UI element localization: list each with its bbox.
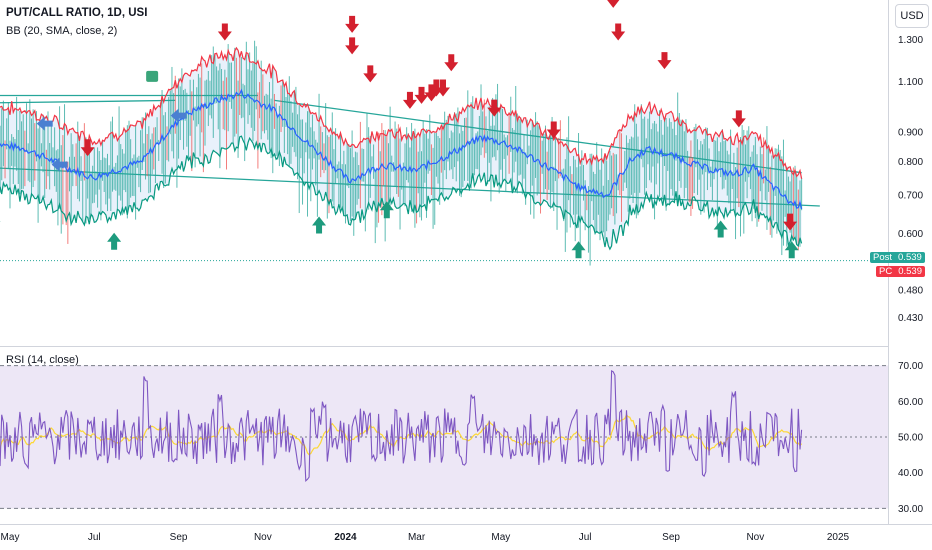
rsi-tick-label: 50.00	[898, 433, 923, 444]
sell-arrow-icon	[363, 65, 378, 83]
pc-badge-value: 0.539	[895, 265, 925, 277]
price-tick-label: 0.600	[898, 229, 923, 240]
trendline	[0, 99, 176, 104]
currency-button[interactable]: USD	[895, 4, 929, 28]
bb-upper-line	[0, 46, 803, 179]
time-tick-label: Nov	[254, 532, 272, 543]
price-bars	[0, 40, 803, 266]
price-tick-label: 1.300	[898, 35, 923, 46]
bb-basis-line	[0, 88, 803, 210]
rsi-tick-label: 40.00	[898, 468, 923, 479]
sell-arrow-icon	[607, 0, 620, 8]
left-arrow-icon	[170, 108, 187, 123]
time-tick-label: 2024	[334, 532, 357, 543]
price-tick-label: 1.100	[898, 77, 923, 88]
time-tick-label: Mar	[408, 532, 426, 543]
time-tick-label: Nov	[746, 532, 764, 543]
sell-arrow-icon	[546, 121, 561, 139]
bb-lower-line	[0, 135, 803, 251]
buy-arrow-icon	[107, 232, 122, 250]
time-tick-label: May	[491, 532, 510, 543]
rsi-indicator-label[interactable]: RSI (14, close)	[6, 354, 79, 366]
bollinger-lines	[0, 46, 803, 251]
time-tick-label: Jul	[88, 532, 101, 543]
post-price-badge: Post 0.539	[870, 251, 925, 263]
buy-arrow-icon	[784, 241, 799, 259]
time-tick-label: Sep	[170, 532, 188, 543]
time-tick-label: 2025	[827, 532, 850, 543]
flag-icon	[146, 70, 159, 82]
rsi-line	[0, 369, 803, 482]
price-tick-label: 0.800	[898, 157, 923, 168]
signal-arrows	[0, 0, 799, 259]
price-tick-label: 0.900	[898, 127, 923, 138]
sell-arrow-icon	[444, 54, 459, 72]
rsi-pane	[0, 346, 888, 509]
rsi-tick-label: 60.00	[898, 397, 923, 408]
sell-arrow-icon	[345, 15, 360, 33]
sell-arrow-icon	[783, 213, 798, 231]
rsi-tick-label: 70.00	[898, 361, 923, 372]
buy-arrow-icon	[713, 220, 728, 238]
trendline	[0, 167, 820, 207]
pc-badge-label: PC	[876, 265, 896, 277]
post-badge-label: Post	[870, 251, 896, 263]
buy-arrow-icon	[312, 216, 327, 234]
left-arrow-icon	[36, 116, 53, 131]
left-arrow-icon	[51, 157, 68, 172]
post-badge-value: 0.539	[895, 251, 925, 263]
time-tick-label: May	[1, 532, 20, 543]
sell-arrow-icon	[402, 91, 417, 109]
chart-title: PUT/CALL RATIO, 1D, USI	[6, 7, 148, 19]
sell-arrow-icon	[436, 79, 451, 97]
time-tick-label: Jul	[579, 532, 592, 543]
sell-arrow-icon	[414, 86, 429, 104]
rsi-tick-label: 30.00	[898, 504, 923, 515]
time-tick-label: Sep	[662, 532, 680, 543]
sell-arrow-icon	[611, 23, 626, 41]
sell-arrow-icon	[657, 52, 672, 70]
pc-price-badge: PC 0.539	[876, 265, 925, 277]
price-tick-label: 0.700	[898, 191, 923, 202]
sell-arrow-icon	[487, 99, 502, 117]
sell-arrow-icon	[424, 84, 439, 102]
sell-arrow-icon	[345, 37, 360, 55]
buy-arrow-icon	[571, 241, 586, 259]
sell-arrow-icon	[217, 23, 232, 41]
bb-indicator-label[interactable]: BB (20, SMA, close, 2)	[6, 25, 118, 37]
sell-arrow-icon	[80, 139, 95, 157]
price-tick-label: 0.480	[898, 285, 923, 296]
price-tick-label: 0.430	[898, 313, 923, 324]
sell-arrow-icon	[731, 110, 746, 128]
buy-arrow-icon	[379, 201, 394, 219]
